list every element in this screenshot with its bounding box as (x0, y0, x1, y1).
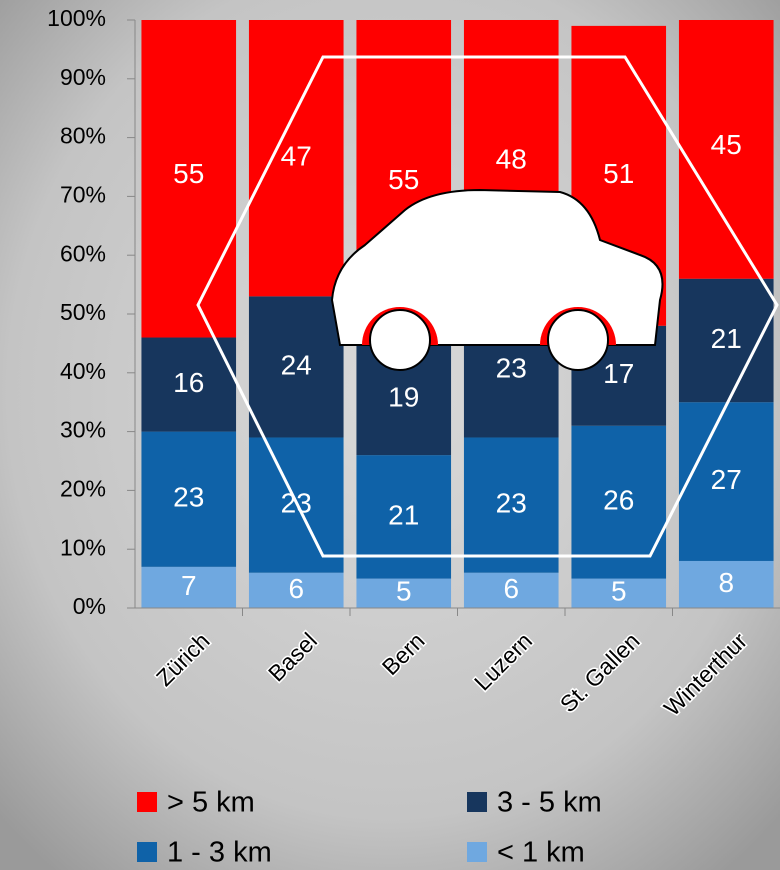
data-label: 55 (388, 164, 419, 195)
y-tick-label: 100% (47, 5, 106, 31)
data-label: 55 (173, 158, 204, 189)
y-tick-label: 0% (73, 593, 106, 619)
data-label: 48 (496, 144, 527, 175)
data-label: 24 (281, 349, 312, 380)
chart: 7231655623244752119556232348526175182721… (0, 0, 780, 870)
y-tick-label: 10% (60, 534, 106, 560)
wheel (370, 310, 430, 370)
data-label: 19 (388, 382, 419, 413)
legend-swatch (467, 792, 487, 812)
data-label: 8 (718, 567, 734, 598)
wheel (548, 310, 608, 370)
data-label: 45 (711, 129, 742, 160)
y-tick-label: 60% (60, 240, 106, 266)
y-tick-label: 50% (60, 299, 106, 325)
data-label: 16 (173, 367, 204, 398)
y-tick-label: 80% (60, 123, 106, 149)
data-label: 5 (611, 576, 627, 607)
legend-swatch (467, 842, 487, 862)
data-label: 17 (603, 358, 634, 389)
y-tick-label: 90% (60, 64, 106, 90)
legend-label: < 1 km (497, 837, 585, 869)
legend-label: > 5 km (167, 787, 255, 819)
data-label: 23 (173, 482, 204, 513)
legend-swatch (137, 842, 157, 862)
data-label: 23 (496, 352, 527, 383)
data-label: 51 (603, 158, 634, 189)
data-label: 6 (288, 573, 304, 604)
data-label: 26 (603, 485, 634, 516)
legend-label: 1 - 3 km (167, 837, 272, 869)
data-label: 7 (181, 570, 197, 601)
data-label: 23 (496, 487, 527, 518)
data-label: 21 (388, 499, 419, 530)
y-tick-label: 30% (60, 417, 106, 443)
legend-label: 3 - 5 km (497, 787, 602, 819)
data-label: 27 (711, 464, 742, 495)
data-label: 5 (396, 576, 412, 607)
legend-swatch (137, 792, 157, 812)
data-label: 47 (281, 141, 312, 172)
data-label: 21 (711, 323, 742, 354)
y-tick-label: 70% (60, 181, 106, 207)
y-tick-label: 40% (60, 358, 106, 384)
data-label: 6 (503, 573, 519, 604)
y-tick-label: 20% (60, 475, 106, 501)
